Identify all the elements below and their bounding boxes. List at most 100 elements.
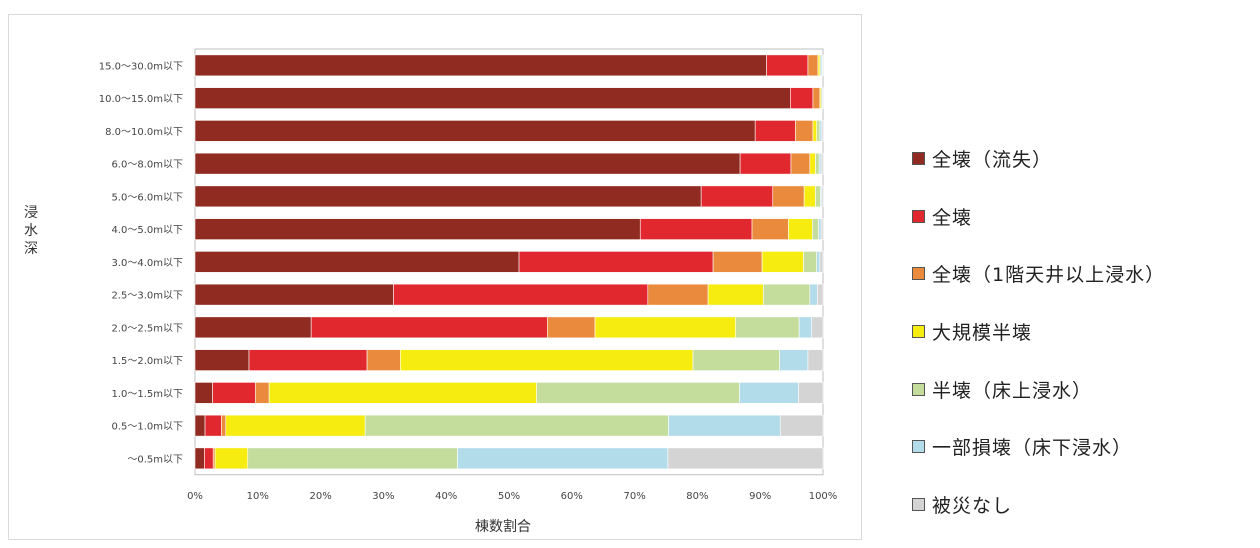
legend-item: 全壊: [912, 188, 1252, 246]
bar-segment: [194, 414, 206, 437]
x-tick-label: 60%: [561, 491, 583, 502]
bar-segment: [700, 185, 774, 208]
x-tick-label: 0%: [187, 491, 203, 502]
legend-swatch: [912, 497, 925, 511]
x-tick-label: 70%: [623, 491, 645, 502]
stacked-bar-chart: 15.0～30.0m以下 10.0～15.0m以下 8.0～10.0m以下 6.0～8…: [24, 48, 837, 535]
bar-segment: [194, 283, 394, 306]
bar-segment: [248, 349, 368, 371]
legend-label: 全壊（1階天井以上浸水）: [932, 264, 1166, 287]
legend-item: 全壊（1階天井以上浸水）: [912, 245, 1252, 303]
bar-segment: [364, 414, 669, 437]
bar-segment: [739, 382, 799, 404]
bar-segment: [194, 316, 312, 339]
x-tick-label: 10%: [247, 491, 269, 502]
bar-segment: [547, 316, 596, 339]
legend-swatch: [912, 267, 925, 281]
legend-label: 被災なし: [932, 494, 1013, 517]
bar-segment: [795, 120, 814, 142]
bar-segment: [822, 87, 824, 109]
bar-segment: [811, 316, 824, 339]
legend-label: 全壊: [932, 206, 973, 229]
bar-segment: [639, 218, 753, 240]
bar-segment: [221, 414, 227, 437]
legend-swatch: [912, 152, 925, 166]
bar-segment: [779, 349, 809, 371]
y-tick-label: 2.5～3.0m以下: [111, 291, 183, 302]
bar-segment: [194, 87, 791, 109]
bar-segment: [194, 185, 702, 208]
bar-segment: [815, 185, 821, 208]
legend-item: 半壊（床上浸水）: [912, 360, 1252, 418]
bar-segment: [816, 251, 821, 273]
bar-segment: [763, 283, 811, 306]
bar-segment: [594, 316, 737, 339]
bar-segment: [820, 218, 824, 240]
y-tick-label: 1.0～1.5m以下: [111, 389, 183, 400]
bar-segment: [712, 251, 763, 273]
legend-label: 一部損壊（床下浸水）: [932, 437, 1133, 460]
legend-item: 全壊（流失）: [912, 130, 1252, 188]
legend: 全壊（流失） 全壊全壊（1階天井以上浸水） 大規模半壊半壊（床上浸水） 一部損壊（床下…: [912, 130, 1252, 533]
bar-segment: [204, 414, 222, 437]
bar-segment: [214, 447, 249, 470]
y-tick-label: ～0.5m以下: [127, 454, 183, 465]
bar-segment: [821, 120, 824, 142]
x-tick-label: 40%: [435, 491, 457, 502]
y-axis-title: 浸水深: [24, 205, 38, 257]
legend-item: 一部損壊（床下浸水）: [912, 418, 1252, 476]
bar-segment: [194, 251, 520, 273]
bar-segment: [457, 447, 669, 470]
bar-segment: [818, 218, 822, 240]
bar-segment: [667, 447, 824, 470]
bar-segment: [766, 54, 809, 77]
x-tick-label: 90%: [749, 491, 771, 502]
bar-segment: [194, 54, 767, 77]
bar-segment: [707, 283, 764, 306]
legend-swatch: [912, 440, 925, 454]
y-tick-label: 5.0～6.0m以下: [111, 192, 183, 203]
legend-swatch: [912, 325, 925, 339]
bar-segment: [772, 185, 805, 208]
bar-segment: [254, 382, 270, 404]
y-tick-label: 15.0～30.0m以下: [99, 61, 183, 72]
bar-segment: [754, 120, 796, 142]
bar-segment: [739, 152, 792, 175]
legend-label: 大規模半壊: [932, 322, 1033, 345]
y-tick-label: 2.0～2.5m以下: [111, 323, 183, 334]
bar-segment: [268, 382, 537, 404]
bar-segment: [822, 54, 824, 77]
bar-segment: [815, 152, 820, 175]
x-axis-title: 棟数割合: [475, 518, 531, 535]
bar-segment: [194, 349, 250, 371]
legend-label: 全壊（流失）: [932, 149, 1053, 172]
bar-segment: [809, 152, 816, 175]
x-tick-label: 100%: [809, 491, 838, 502]
bar-segment: [194, 120, 756, 142]
bar-segment: [247, 447, 458, 470]
bar-segment: [809, 283, 818, 306]
y-tick-label: 4.0～5.0m以下: [111, 225, 183, 236]
bar-segment: [807, 54, 819, 77]
bar-segment: [735, 316, 800, 339]
y-tick-label: 0.5～1.0m以下: [111, 422, 183, 433]
bar-segment: [692, 349, 780, 371]
bar-segment: [812, 120, 818, 142]
bar-segment: [536, 382, 740, 404]
y-tick-label: 1.5～2.0m以下: [111, 356, 183, 367]
bar-segment: [820, 152, 824, 175]
y-tick-label: 6.0～8.0m以下: [111, 160, 183, 171]
bar-segment: [790, 87, 814, 109]
bar-segment: [400, 349, 694, 371]
y-tick-labels: 15.0～30.0m以下 10.0～15.0m以下 8.0～10.0m以下 6.0～8…: [99, 61, 183, 465]
bar-segment: [761, 251, 804, 273]
legend-swatch: [912, 209, 925, 223]
bar-segment: [807, 349, 824, 371]
y-tick-label: 10.0～15.0m以下: [99, 94, 183, 105]
bar-segment: [819, 251, 824, 273]
bar-segment: [816, 120, 821, 142]
x-tick-labels: 0% 10% 20% 30% 40% 50% 60% 70% 80% 90% 100%: [187, 491, 837, 502]
bar-segment: [518, 251, 714, 273]
legend-swatch: [912, 382, 925, 396]
y-tick-label: 3.0～4.0m以下: [111, 258, 183, 269]
